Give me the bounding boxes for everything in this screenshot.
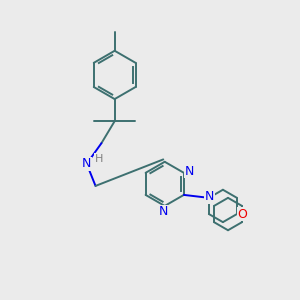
Text: N: N [185, 165, 194, 178]
Text: N: N [205, 190, 214, 203]
Text: N: N [159, 205, 169, 218]
Text: O: O [237, 208, 247, 220]
Text: H: H [95, 154, 103, 164]
Text: N: N [82, 157, 92, 170]
